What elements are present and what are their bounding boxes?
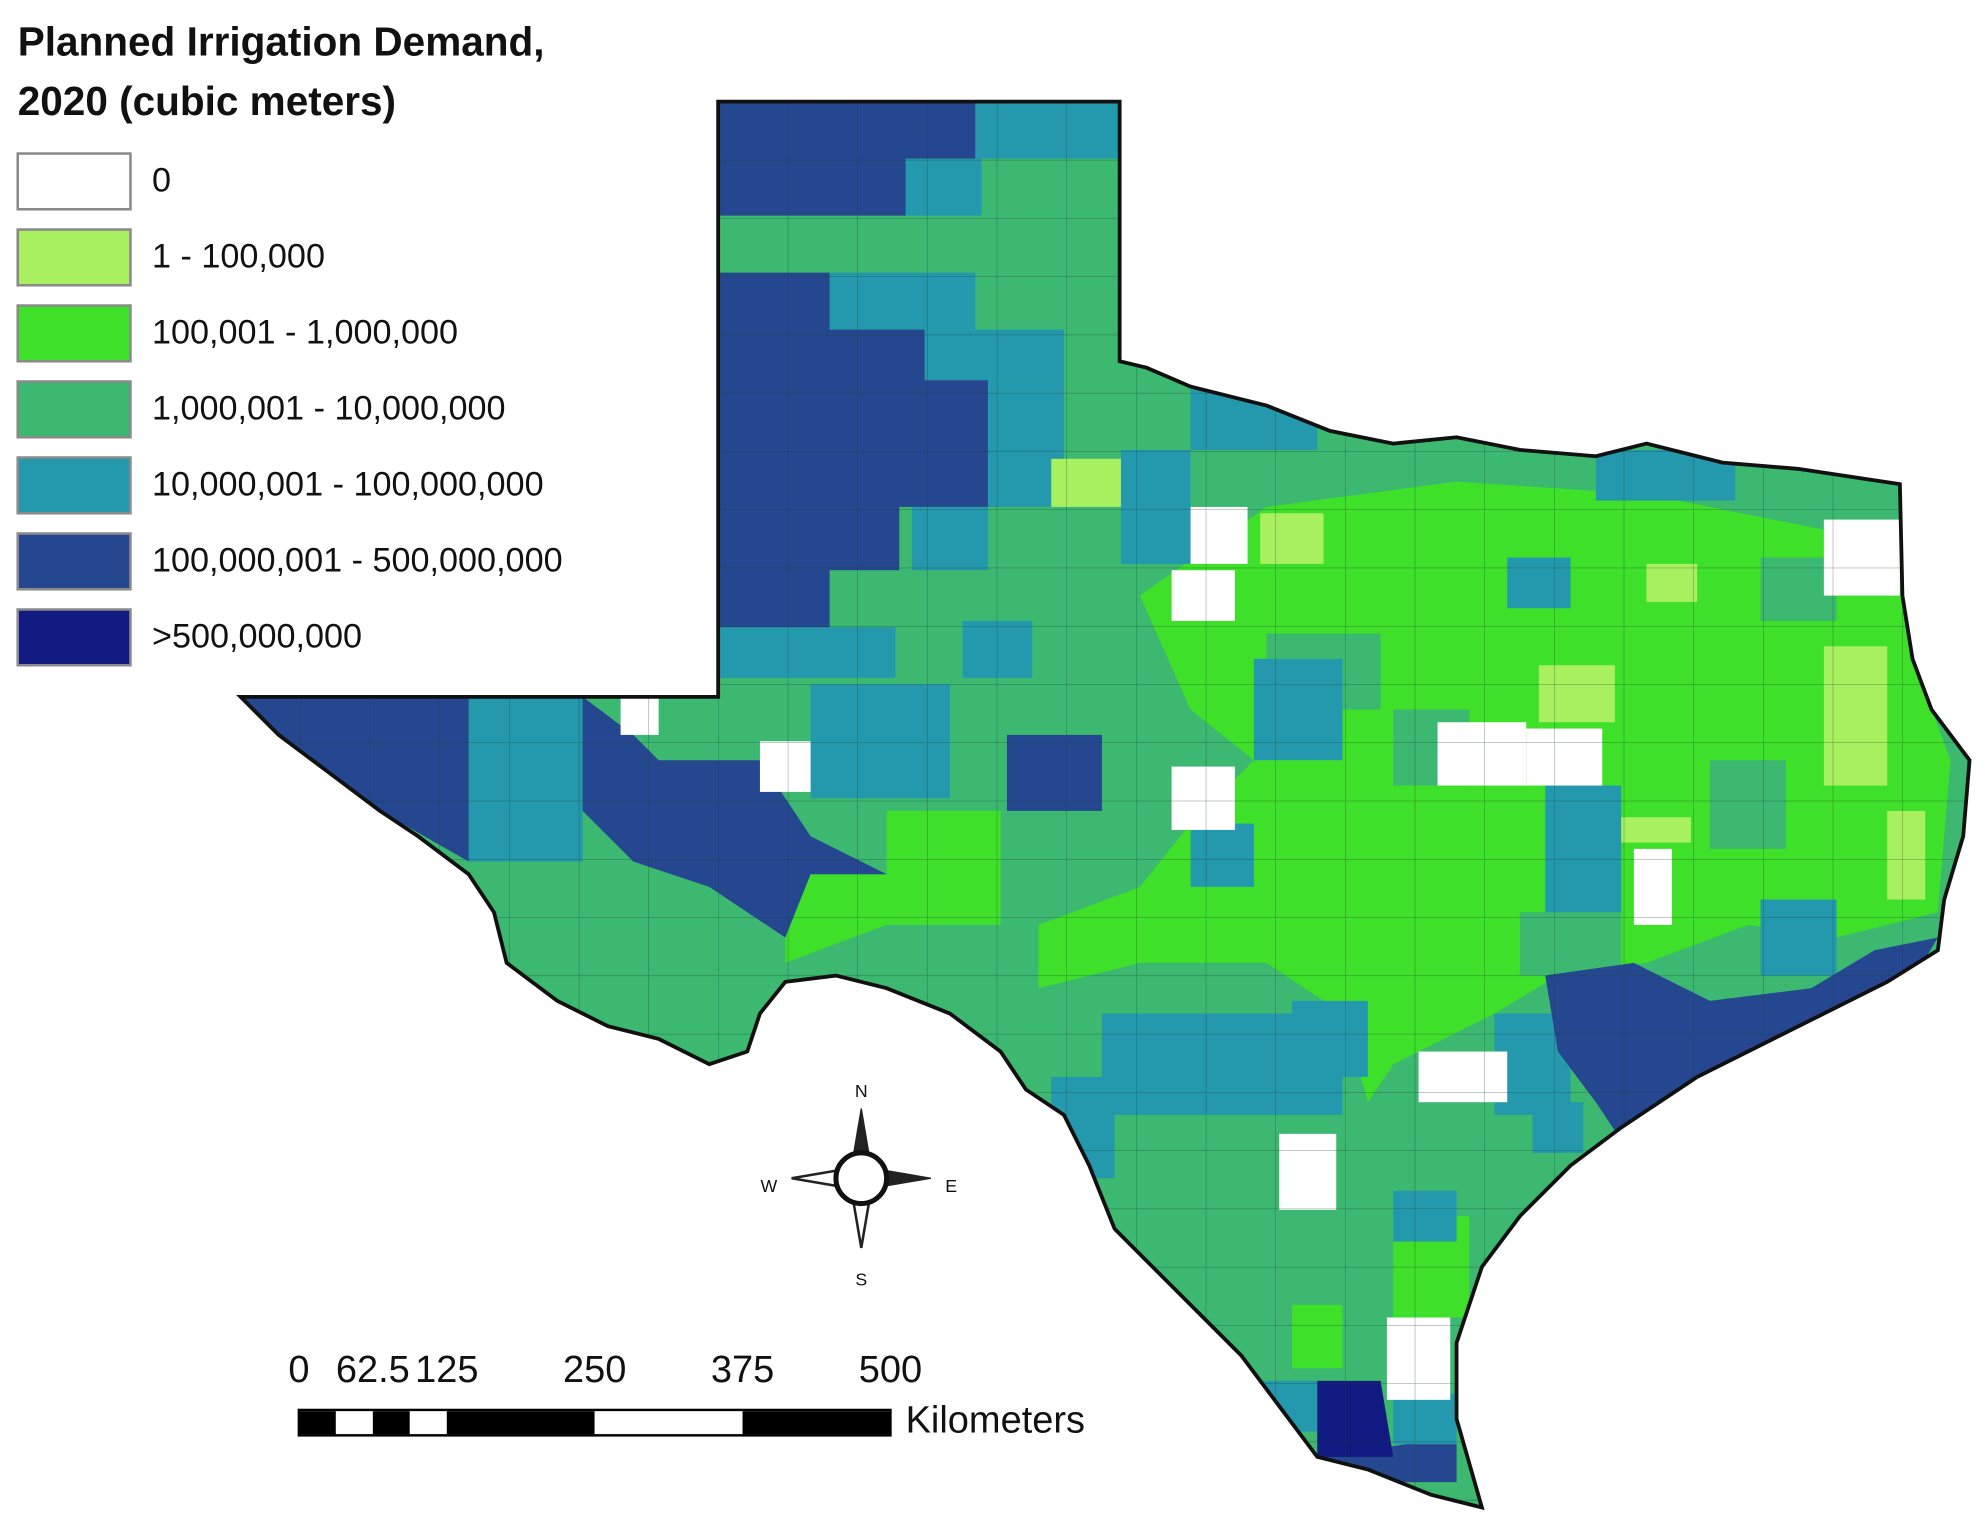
compass-north: N [855, 1081, 868, 1101]
legend-swatch [16, 608, 132, 667]
legend-label: 10,000,001 - 100,000,000 [152, 466, 544, 504]
scale-bar: 0 62.5 125 250 375 500 Kilometers [288, 1349, 1085, 1442]
legend-swatch [16, 304, 132, 363]
compass-west: W [760, 1176, 777, 1196]
scale-tick-label: 250 [563, 1349, 626, 1391]
scale-segment [742, 1411, 891, 1435]
scale-tick-label: 375 [711, 1349, 774, 1391]
legend-swatch [16, 152, 132, 211]
legend-swatch [16, 228, 132, 287]
legend-label: 1 - 100,000 [152, 238, 325, 276]
scale-tick-label: 125 [415, 1349, 478, 1391]
counties [240, 101, 1970, 1508]
scale-segment [409, 1411, 447, 1435]
scale-segment [298, 1411, 336, 1435]
scale-segment [446, 1411, 595, 1435]
compass-south: S [855, 1269, 867, 1289]
legend-label: 100,000,001 - 500,000,000 [152, 542, 563, 580]
scale-tick-label: 62.5 [336, 1349, 410, 1391]
legend-swatch [16, 456, 132, 515]
legend-label: 1,000,001 - 10,000,000 [152, 390, 506, 428]
scale-segment [335, 1411, 373, 1435]
scale-tick-label: 500 [859, 1349, 922, 1391]
scale-unit: Kilometers [906, 1400, 1085, 1442]
compass: N S W E [760, 1081, 957, 1290]
legend: Planned Irrigation Demand, 2020 (cubic m… [16, 18, 563, 667]
scale-tick-label: 0 [288, 1349, 309, 1391]
legend-swatch [16, 532, 132, 591]
legend-label: 100,001 - 1,000,000 [152, 314, 458, 352]
legend-swatch [16, 380, 132, 439]
legend-label: 0 [152, 162, 171, 200]
compass-east: E [945, 1176, 957, 1196]
legend-title: Planned Irrigation Demand, [18, 18, 545, 64]
legend-title: 2020 (cubic meters) [18, 78, 396, 124]
scale-segment [372, 1411, 410, 1435]
scale-segment [594, 1411, 743, 1435]
legend-label: >500,000,000 [152, 618, 362, 656]
